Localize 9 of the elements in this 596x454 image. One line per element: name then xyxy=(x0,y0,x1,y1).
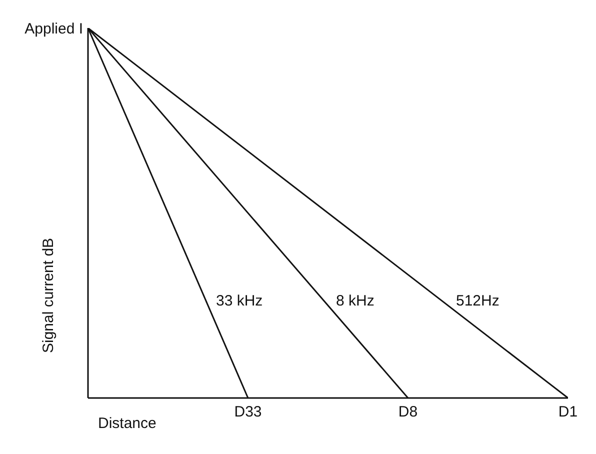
x-axis-title: Distance xyxy=(98,415,156,432)
text: Applied I xyxy=(24,20,83,38)
x-tick-label: D1 xyxy=(558,404,578,421)
series-label: 33 kHz xyxy=(216,292,263,310)
x-tick-label: D33 xyxy=(234,404,262,421)
series-label: 8 kHz xyxy=(336,292,374,310)
x-tick-label: D8 xyxy=(398,404,418,421)
series-label: 512Hz xyxy=(456,292,500,310)
y-axis-title: Signal current dB xyxy=(40,238,57,353)
